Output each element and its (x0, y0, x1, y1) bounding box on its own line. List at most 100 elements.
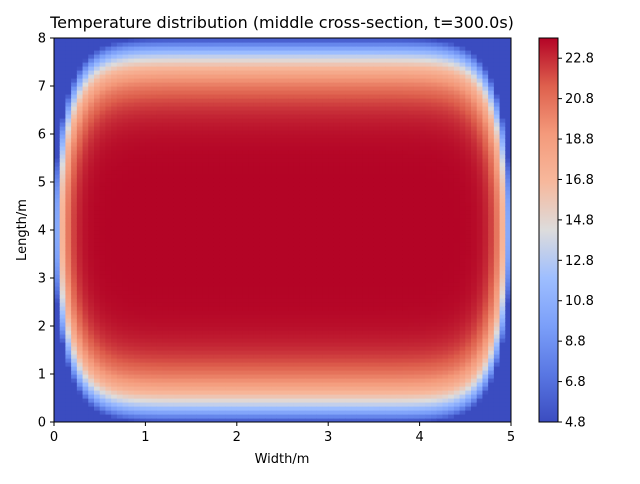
heatmap-cell (339, 50, 346, 55)
heatmap-cell (202, 338, 209, 343)
heatmap-cell (333, 242, 341, 247)
heatmap-cell (231, 170, 238, 175)
heatmap-cell (151, 294, 158, 299)
heatmap-cell (93, 258, 101, 263)
heatmap-cell (231, 102, 238, 107)
heatmap-cell (311, 98, 318, 103)
heatmap-cell (54, 222, 61, 227)
heatmap-cell (276, 202, 284, 207)
heatmap-cell (282, 126, 289, 131)
heatmap-cell (173, 342, 181, 347)
heatmap-cell (328, 214, 335, 219)
heatmap-cell (111, 182, 118, 187)
heatmap-cell (339, 94, 346, 99)
heatmap-cell (282, 154, 289, 159)
heatmap-cell (116, 98, 124, 103)
heatmap-cell (208, 58, 215, 63)
heatmap-cell (271, 230, 278, 235)
heatmap-cell (219, 198, 226, 203)
heatmap-cell (168, 226, 175, 231)
heatmap-cell (76, 198, 84, 203)
heatmap-cell (179, 314, 186, 319)
heatmap-cell (293, 206, 301, 211)
heatmap-cell (76, 258, 84, 263)
heatmap-cell (248, 94, 255, 99)
heatmap-cell (225, 70, 232, 75)
heatmap-cell (236, 194, 244, 199)
heatmap-cell (65, 330, 72, 335)
heatmap-cell (339, 202, 346, 207)
heatmap-cell (202, 238, 209, 243)
heatmap-cell (339, 354, 346, 359)
heatmap-cell (139, 410, 146, 415)
heatmap-cell (282, 86, 289, 91)
heatmap-cell (122, 134, 129, 139)
heatmap-cell (122, 270, 129, 275)
heatmap-cell (99, 266, 107, 271)
heatmap-cell (299, 378, 306, 383)
heatmap-cell (82, 418, 89, 422)
heatmap-cell (128, 362, 135, 367)
heatmap-cell (99, 406, 107, 411)
heatmap-cell (322, 182, 329, 187)
heatmap-cell (276, 210, 284, 215)
heatmap-cell (105, 150, 112, 155)
heatmap-cell (236, 78, 244, 83)
heatmap-cell (311, 66, 318, 71)
heatmap-cell (282, 142, 289, 147)
heatmap-cell (242, 322, 249, 327)
heatmap-cell (162, 318, 169, 323)
heatmap-cell (151, 170, 158, 175)
heatmap-cell (185, 322, 192, 327)
heatmap-cell (213, 42, 221, 47)
heatmap-cell (59, 38, 67, 43)
heatmap-cell (288, 310, 295, 315)
heatmap-cell (288, 138, 295, 143)
heatmap-cell (65, 154, 72, 159)
heatmap-cell (71, 398, 78, 403)
heatmap-cell (265, 326, 272, 331)
heatmap-cell (259, 74, 266, 79)
heatmap-cell (271, 378, 278, 383)
heatmap-cell (276, 378, 284, 383)
heatmap-cell (339, 330, 346, 335)
heatmap-cell (225, 274, 232, 279)
heatmap-cell (219, 94, 226, 99)
heatmap-cell (339, 314, 346, 319)
heatmap-cell (299, 138, 306, 143)
heatmap-cell (179, 54, 186, 59)
heatmap-cell (185, 350, 192, 355)
heatmap-cell (242, 54, 249, 59)
heatmap-cell (345, 190, 352, 195)
heatmap-cell (93, 382, 101, 387)
heatmap-cell (76, 138, 84, 143)
heatmap-cell (151, 414, 158, 419)
heatmap-cell (76, 346, 84, 351)
heatmap-cell (162, 194, 169, 199)
heatmap-cell (173, 350, 181, 355)
heatmap-cell (299, 62, 306, 67)
heatmap-cell (265, 218, 272, 223)
heatmap-cell (116, 66, 124, 71)
heatmap-cell (225, 406, 232, 411)
heatmap-cell (59, 114, 67, 119)
heatmap-cell (82, 342, 89, 347)
heatmap-cell (288, 94, 295, 99)
heatmap-cell (282, 386, 289, 391)
heatmap-cell (322, 214, 329, 219)
heatmap-cell (173, 110, 181, 115)
heatmap-cell (191, 42, 198, 47)
heatmap-cell (76, 114, 84, 119)
heatmap-cell (293, 330, 301, 335)
heatmap-cell (54, 330, 61, 335)
heatmap-cell (162, 390, 169, 395)
heatmap-cell (345, 42, 352, 47)
heatmap-cell (276, 170, 284, 175)
heatmap-cell (299, 210, 306, 215)
heatmap-cell (248, 82, 255, 87)
heatmap-cell (259, 410, 266, 415)
heatmap-cell (65, 146, 72, 151)
heatmap-cell (311, 334, 318, 339)
heatmap-cell (105, 282, 112, 287)
heatmap-cell (99, 270, 107, 275)
